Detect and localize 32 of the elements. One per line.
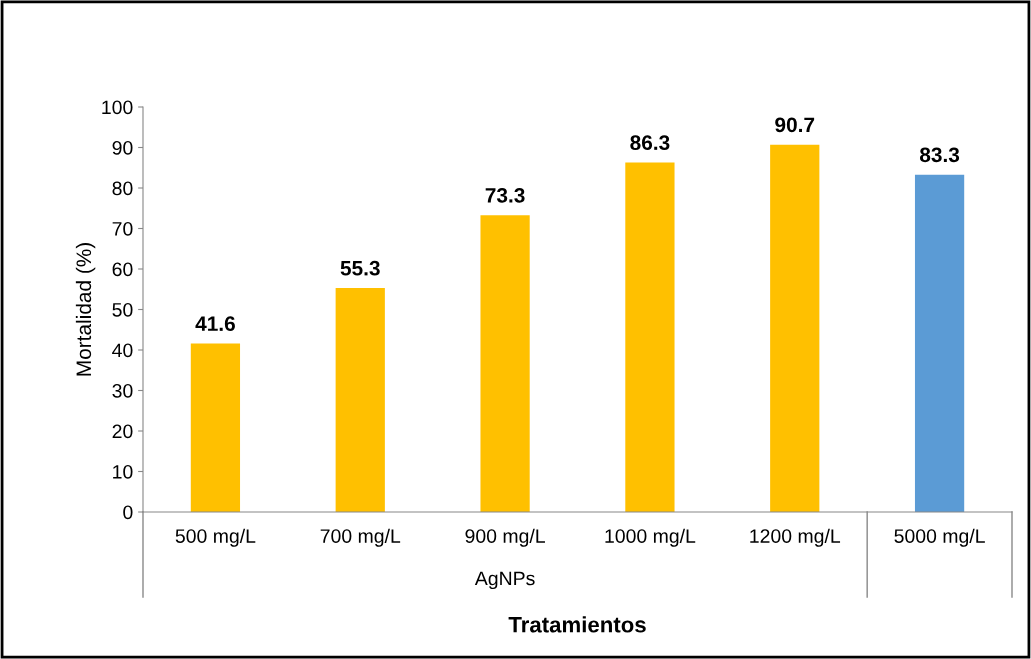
data-label: 41.6 [195, 316, 235, 332]
x-tick-label: 5000 mg/L [894, 528, 985, 547]
y-tick-label: 90 [112, 140, 133, 155]
bar [914, 174, 965, 512]
y-tick-label: 100 [102, 100, 133, 115]
y-tick-label: 10 [113, 464, 133, 479]
x-axis-title: Tratamientos [508, 616, 646, 633]
data-label: 55.3 [340, 260, 380, 276]
bar [480, 215, 530, 512]
x-tick-label: 1200 mg/L [750, 528, 841, 547]
y-tick-label: 60 [112, 262, 133, 277]
x-tick-label: 900 mg/L [465, 528, 545, 547]
bar [335, 288, 385, 512]
y-tick-label: 70 [112, 221, 133, 236]
bar [625, 162, 675, 512]
y-tick-label: 20 [112, 424, 133, 439]
bar [770, 144, 820, 512]
x-tick-label: 500 mg/L [175, 528, 256, 547]
data-label: 83.3 [919, 147, 960, 163]
y-tick-label: 40 [112, 343, 133, 358]
text: AgNPs [474, 571, 535, 590]
y-tick-label: 0 [123, 505, 133, 520]
x-tick-label: 1000 mg/L [605, 528, 696, 547]
bar [190, 343, 241, 512]
y-tick-label: 50 [112, 302, 133, 317]
y-tick-label: 30 [112, 383, 133, 398]
data-label: 90.7 [775, 117, 815, 133]
y-axis-title: Mortalidad (%) [75, 243, 96, 376]
data-label: 73.3 [485, 187, 525, 203]
x-tick-label: 700 mg/L [320, 528, 401, 547]
data-label: 86.3 [630, 135, 670, 151]
y-tick-label: 80 [112, 181, 133, 196]
